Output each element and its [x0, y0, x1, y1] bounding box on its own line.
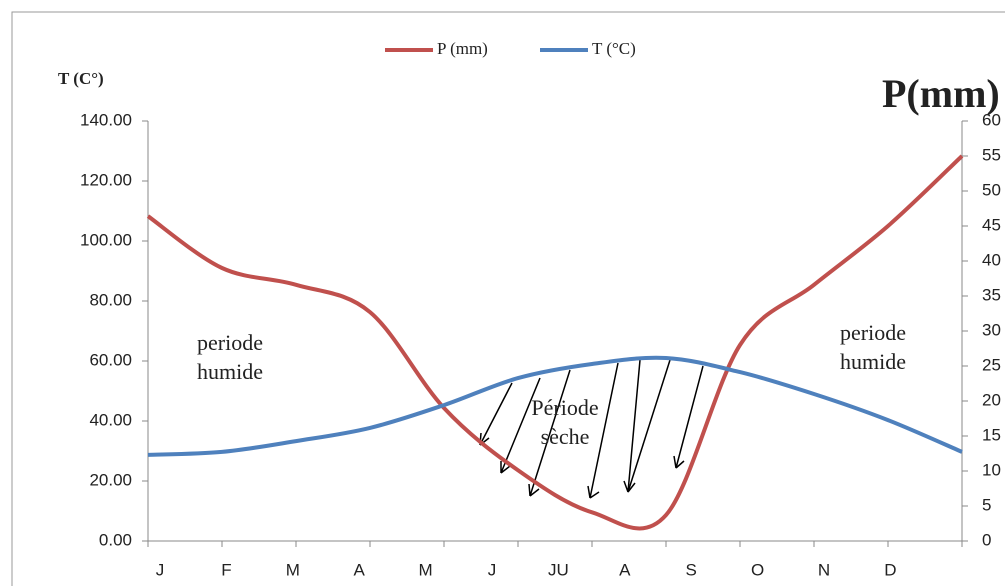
y2-tick-label: 15 — [982, 425, 1001, 444]
y2-tick-label: 55 — [982, 145, 1001, 164]
y2-tick-label: 35 — [982, 285, 1001, 304]
y-axis-label: T (C°) — [58, 69, 104, 88]
annotation-line: humide — [197, 359, 263, 384]
x-tick-label: D — [884, 560, 896, 579]
x-tick-label: J — [156, 560, 165, 579]
y2-tick-label: 30 — [982, 320, 1001, 339]
x-tick-label: O — [751, 560, 764, 579]
annotation-line: periode — [197, 330, 263, 355]
annotation-line: sèche — [541, 424, 590, 449]
annotation-line: Période — [531, 395, 598, 420]
y-tick-label: 0.00 — [99, 530, 132, 549]
series-line — [147, 355, 963, 457]
y2-tick-label: 50 — [982, 180, 1001, 199]
legend-label: P (mm) — [437, 39, 488, 58]
annotation-line: humide — [840, 349, 906, 374]
x-tick-label: J — [488, 560, 497, 579]
series-line — [146, 154, 964, 531]
annotation: periode humide — [197, 330, 263, 384]
x-tick-label: M — [419, 560, 433, 579]
y-tick-label: 20.00 — [89, 470, 132, 489]
x-tick-label: M — [286, 560, 300, 579]
x-tick-label: A — [619, 560, 631, 579]
arrows — [479, 359, 704, 499]
x-tick-label: F — [221, 560, 231, 579]
y-tick-label: 100.00 — [80, 230, 132, 249]
y-tick-label: 40.00 — [89, 410, 132, 429]
x-tick-label: JU — [548, 560, 569, 579]
y2-axis-label: P(mm) — [882, 71, 1000, 116]
y2-tick-label: 0 — [982, 530, 991, 549]
y2-tick-label: 10 — [982, 460, 1001, 479]
chart-frame — [11, 11, 1005, 586]
x-tick-label: S — [686, 560, 697, 579]
y2-tick-label: 40 — [982, 250, 1001, 269]
x-tick-label: N — [818, 560, 830, 579]
y2-tick-label: 20 — [982, 390, 1001, 409]
y2-tick-label: 45 — [982, 215, 1001, 234]
y-tick-label: 120.00 — [80, 170, 132, 189]
annotation: Période sèche — [531, 395, 598, 449]
annotation-line: periode — [840, 320, 906, 345]
y-tick-label: 80.00 — [89, 290, 132, 309]
y-tick-label: 60.00 — [89, 350, 132, 369]
y-tick-label: 140.00 — [80, 110, 132, 129]
annotation: periode humide — [840, 320, 906, 374]
y2-tick-label: 5 — [982, 495, 991, 514]
x-tick-label: A — [354, 560, 366, 579]
y2-tick-label: 60 — [982, 110, 1001, 129]
legend-label: T (°C) — [592, 39, 636, 58]
y2-tick-label: 25 — [982, 355, 1001, 374]
